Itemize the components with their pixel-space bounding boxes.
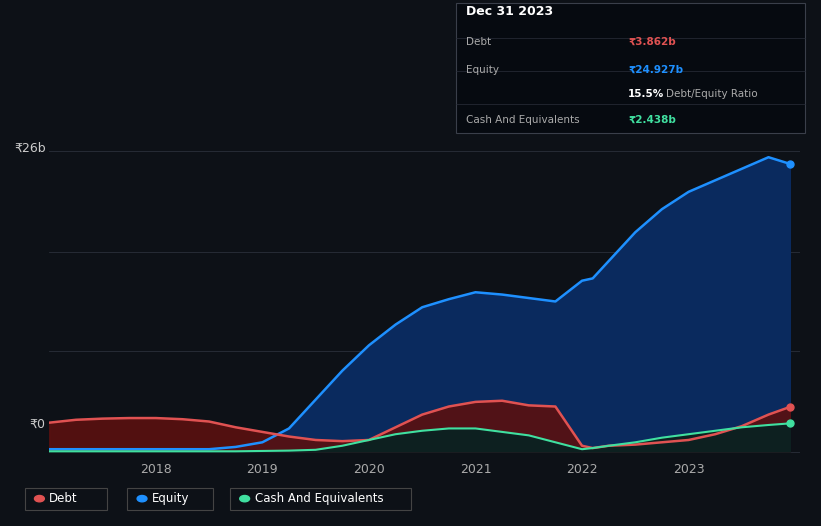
Text: 15.5%: 15.5% [628, 88, 664, 98]
Text: ₹0: ₹0 [30, 418, 45, 431]
Text: Cash And Equivalents: Cash And Equivalents [466, 115, 579, 125]
Text: Dec 31 2023: Dec 31 2023 [466, 5, 553, 18]
Text: ₹26b: ₹26b [14, 142, 45, 155]
Text: Debt: Debt [49, 492, 78, 505]
Text: Debt: Debt [466, 37, 491, 47]
Text: ₹2.438b: ₹2.438b [628, 115, 676, 125]
Text: Debt/Equity Ratio: Debt/Equity Ratio [666, 88, 758, 98]
Text: ₹3.862b: ₹3.862b [628, 37, 676, 47]
Text: ₹24.927b: ₹24.927b [628, 65, 683, 75]
Text: Cash And Equivalents: Cash And Equivalents [255, 492, 383, 505]
Text: Equity: Equity [152, 492, 190, 505]
Text: Equity: Equity [466, 65, 498, 75]
